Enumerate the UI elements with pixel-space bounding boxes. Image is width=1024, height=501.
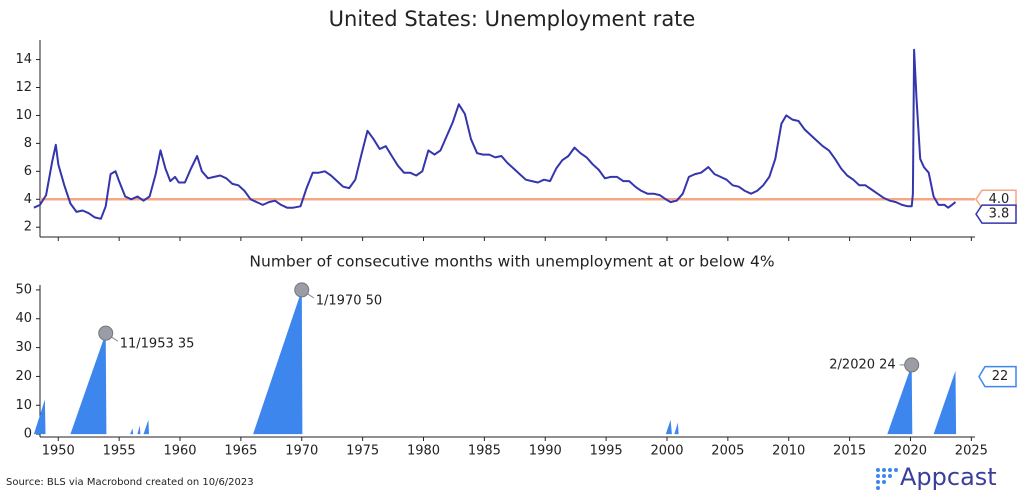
brand-name: Appcast xyxy=(900,463,997,491)
annotation-marker xyxy=(294,282,310,298)
y-tick-label: 0 xyxy=(24,427,32,442)
y-tick-label: 14 xyxy=(15,52,32,67)
x-tick-label: 1960 xyxy=(163,444,196,459)
annotation-label: 2/2020 24 xyxy=(829,357,895,372)
panel-title: Number of consecutive months with unempl… xyxy=(249,253,774,271)
y-tick-label: 30 xyxy=(15,340,32,355)
x-tick-label: 2025 xyxy=(955,444,988,459)
y-tick-label: 40 xyxy=(15,311,32,326)
x-tick-label: 1995 xyxy=(590,444,623,459)
y-tick-label: 10 xyxy=(15,398,32,413)
unemployment-line xyxy=(33,48,957,220)
last-value-callout xyxy=(978,365,1017,388)
x-tick-label: 1980 xyxy=(407,444,440,459)
y-tick-label: 12 xyxy=(15,80,32,95)
x-tick-label: 2005 xyxy=(711,444,744,459)
y-tick-label: 6 xyxy=(24,164,32,179)
x-tick-label: 1985 xyxy=(468,444,501,459)
x-tick-label: 1965 xyxy=(224,444,257,459)
chart-title: United States: Unemployment rate xyxy=(329,7,696,31)
x-tick-label: 1970 xyxy=(285,444,318,459)
y-tick-label: 10 xyxy=(15,108,32,123)
last-value-label: 3.8 xyxy=(989,207,1010,222)
brand-logo xyxy=(876,468,898,490)
x-tick-label: 2000 xyxy=(650,444,683,459)
last-value-label: 22 xyxy=(992,369,1009,384)
streak-area xyxy=(33,289,957,435)
y-tick-label: 8 xyxy=(24,136,32,151)
y-tick-label: 4 xyxy=(24,192,32,207)
last-value-callout xyxy=(975,204,1017,224)
x-tick-label: 2020 xyxy=(894,444,927,459)
annotation-label: 11/1953 35 xyxy=(120,337,195,352)
source: Source: BLS via Macrobond created on 10/… xyxy=(6,477,254,488)
y-tick-label: 2 xyxy=(24,220,32,235)
annotation-marker xyxy=(904,357,920,373)
threshold-label: 4.0 xyxy=(989,192,1010,207)
x-tick-label: 2010 xyxy=(772,444,805,459)
x-tick-label: 1950 xyxy=(42,444,75,459)
annotation-marker xyxy=(98,325,114,341)
annotation-label: 1/1970 50 xyxy=(316,293,382,308)
y-tick-label: 20 xyxy=(15,369,32,384)
x-tick-label: 1990 xyxy=(529,444,562,459)
x-tick-label: 1955 xyxy=(103,444,136,459)
y-tick-label: 50 xyxy=(15,282,32,297)
x-tick-label: 2015 xyxy=(833,444,866,459)
x-tick-label: 1975 xyxy=(346,444,379,459)
